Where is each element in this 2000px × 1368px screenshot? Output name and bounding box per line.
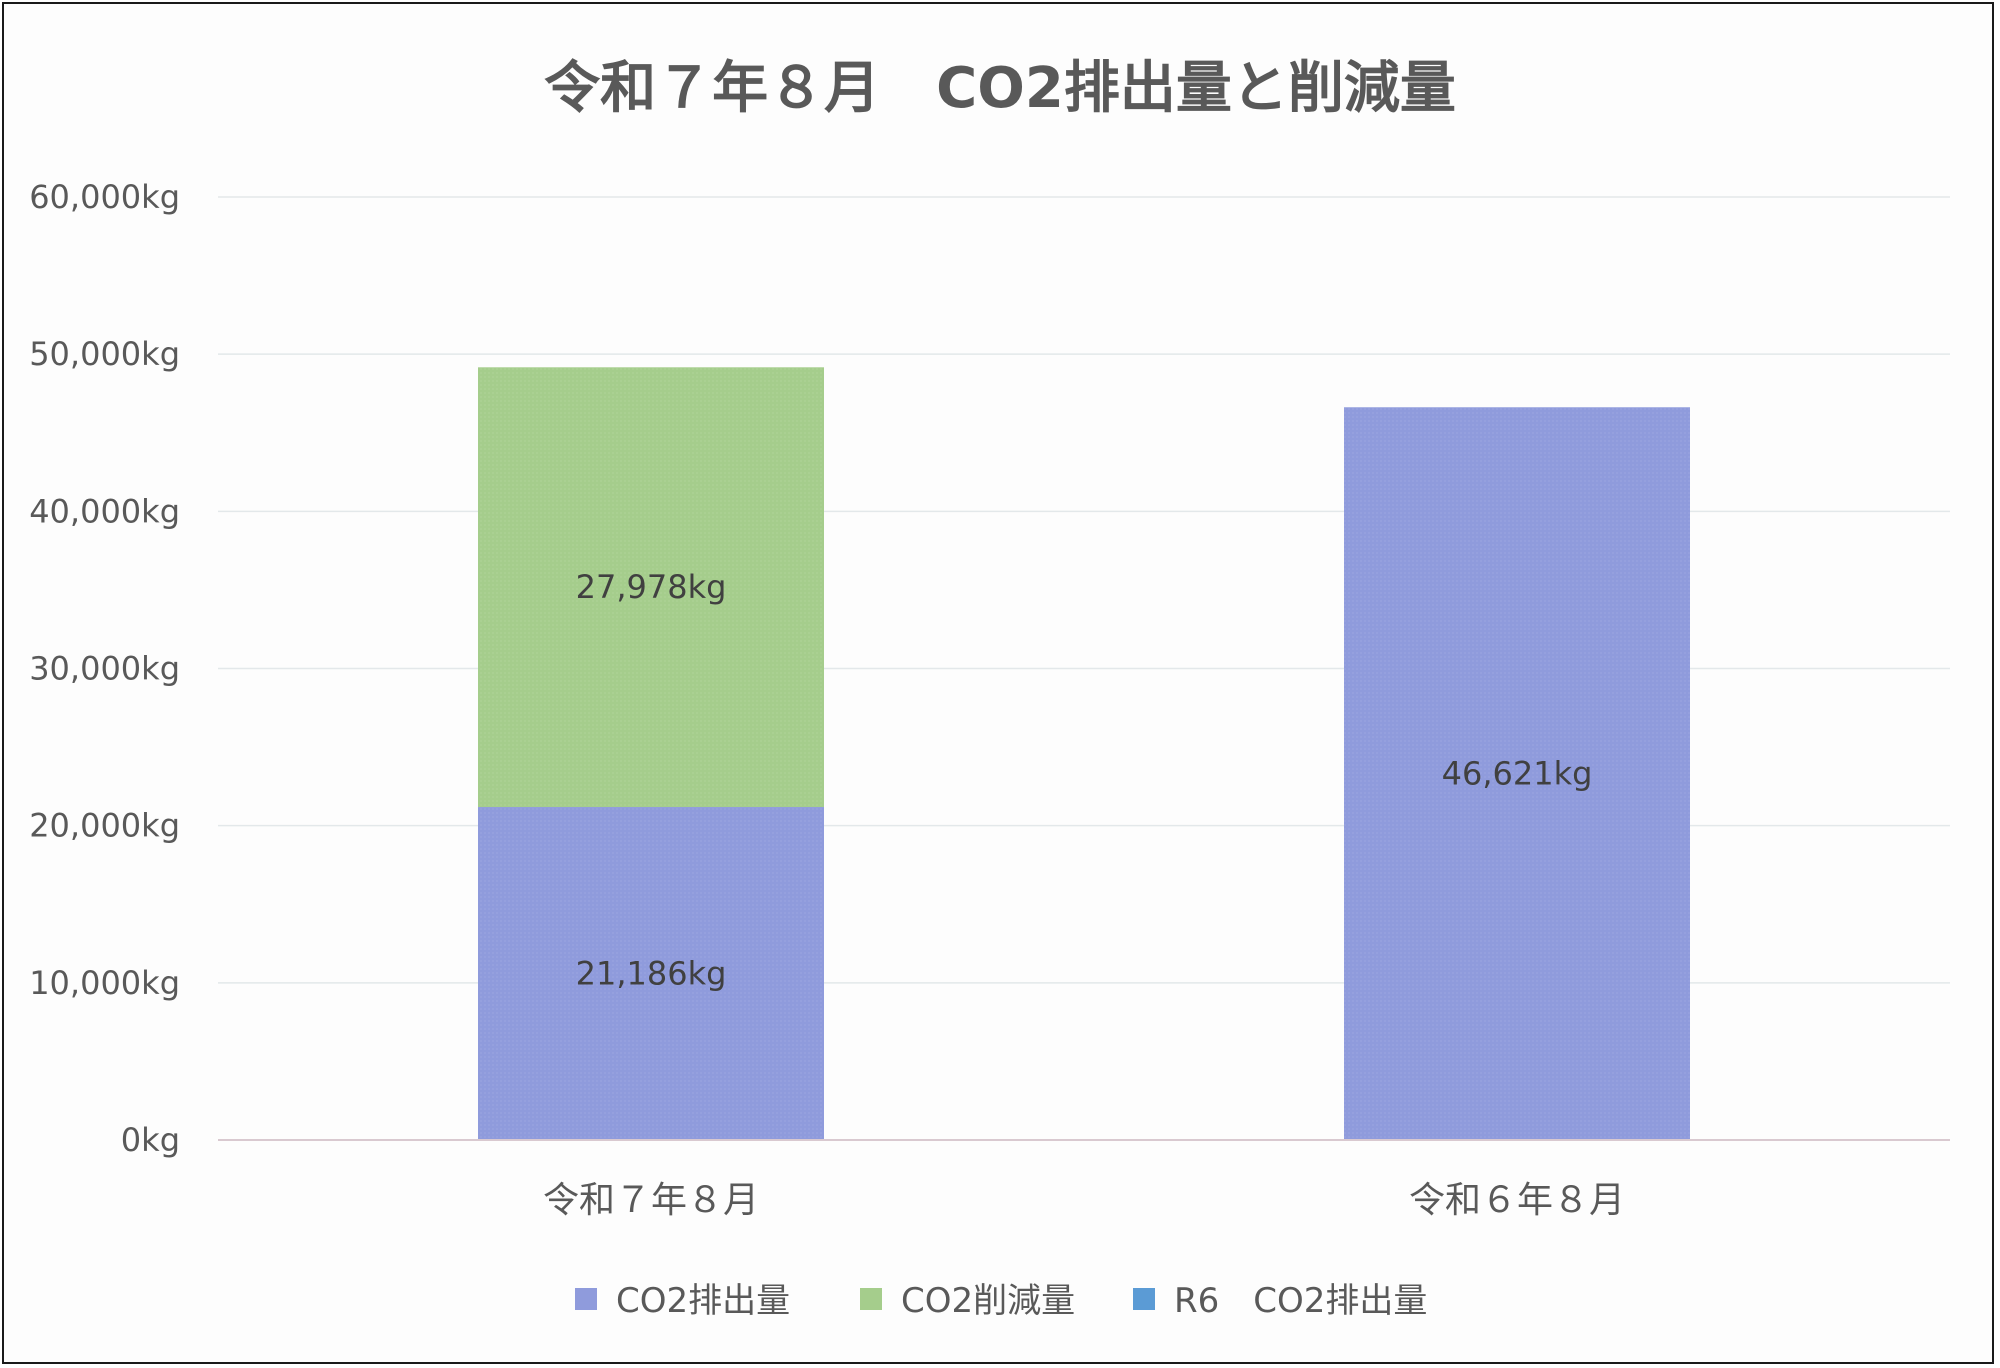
data-label: 21,186kg xyxy=(576,955,727,993)
y-tick-label: 50,000kg xyxy=(29,335,180,373)
y-tick-label: 40,000kg xyxy=(29,492,180,530)
bar-texture xyxy=(478,367,824,808)
grid-lines xyxy=(218,196,1950,984)
bars xyxy=(478,367,1690,1140)
legend-label: R6 CO2排出量 xyxy=(1174,1281,1427,1321)
y-tick-label: 10,000kg xyxy=(29,964,180,1002)
y-tick-label: 30,000kg xyxy=(29,650,180,688)
legend-label: CO2削減量 xyxy=(901,1281,1075,1321)
bar-texture xyxy=(1344,407,1690,1140)
y-tick-label: 0kg xyxy=(121,1121,180,1159)
bar-texture xyxy=(478,807,824,1140)
x-tick-label: 令和６年８月 xyxy=(1409,1180,1625,1221)
legend-label: CO2排出量 xyxy=(616,1281,790,1321)
y-tick-label: 60,000kg xyxy=(29,178,180,216)
legend: CO2排出量 CO2削減量 R6 CO2排出量 xyxy=(575,1281,1427,1321)
x-tick-label: 令和７年８月 xyxy=(543,1180,759,1221)
legend-swatch xyxy=(1133,1288,1155,1310)
legend-swatch xyxy=(860,1288,882,1310)
data-label: 27,978kg xyxy=(576,568,727,606)
y-tick-label: 20,000kg xyxy=(29,807,180,845)
data-labels: 21,186kg 27,978kg 46,621kg xyxy=(576,568,1593,992)
legend-swatch xyxy=(575,1288,597,1310)
y-axis-ticks: 0kg 10,000kg 20,000kg 30,000kg 40,000kg 50,00… xyxy=(29,178,180,1159)
data-label: 46,621kg xyxy=(1442,755,1593,793)
chart-title: 令和７年８月 CO2排出量と削減量 xyxy=(544,56,1456,121)
x-axis-ticks: 令和７年８月 令和６年８月 xyxy=(543,1180,1625,1221)
